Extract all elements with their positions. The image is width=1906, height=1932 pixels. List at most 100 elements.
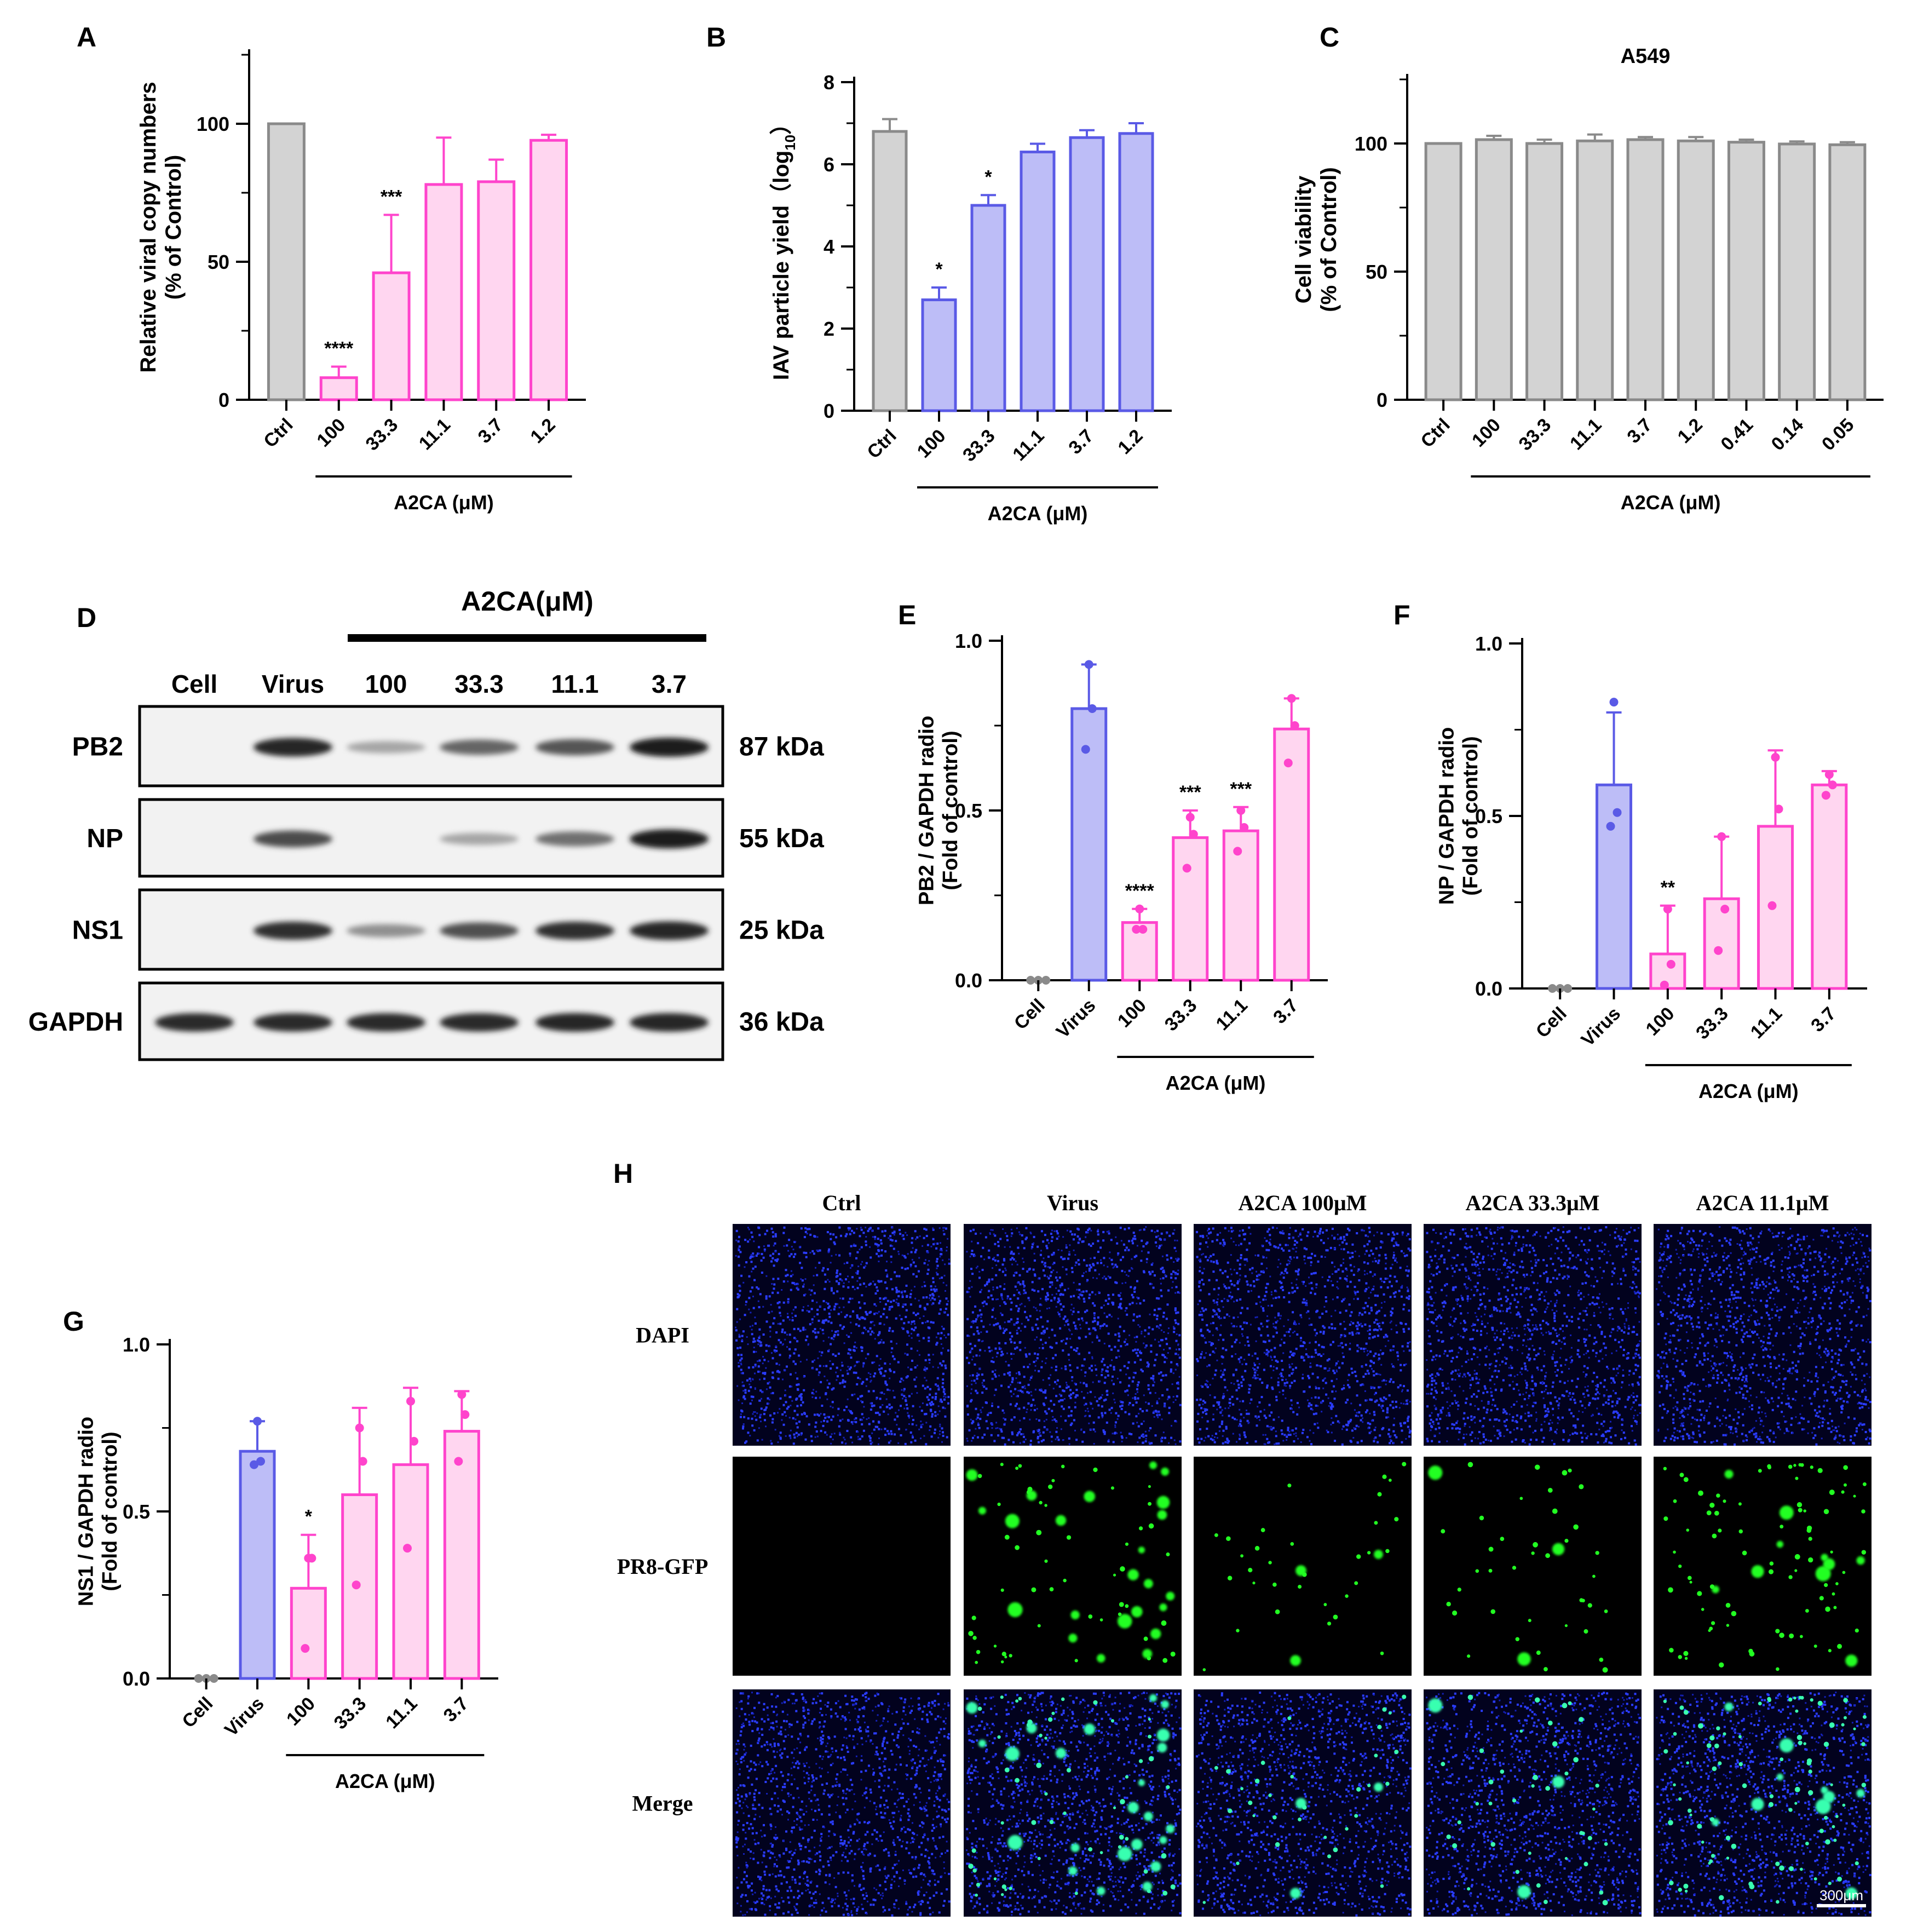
gfp-spot [1125,1604,1129,1608]
data-point [1236,806,1246,815]
gfp-spot [1302,1805,1307,1810]
gfp-spot [1819,1596,1824,1601]
gfp-spot [1536,1883,1541,1888]
gfp-spot [975,1893,978,1897]
gfp-spot [1290,1655,1301,1666]
gfp-spot [1789,1866,1794,1871]
bar-33.3 [1525,142,1564,401]
gfp-spot [1788,1697,1793,1702]
gfp-spot [1731,1611,1737,1617]
gfp-spot [1015,1545,1020,1550]
gfp-spot [1441,1529,1446,1534]
gfp-spot [972,1868,977,1873]
fluor-column-label: Ctrl [822,1191,861,1215]
gfp-spot [1161,1853,1167,1859]
kda-label: 36 kDa [739,1008,824,1037]
gfp-spot [1564,1856,1568,1860]
bar-11.1 [424,183,463,401]
fluor-tile [964,1224,1182,1446]
gfp-spot [1815,1798,1831,1814]
gfp-spot [1751,1798,1764,1811]
x-tick-label: 100 [313,415,349,451]
x-tick-label: Virus [1052,995,1100,1043]
x-tick-label: 33.3 [1515,415,1556,455]
gfp-spot [1382,1474,1387,1479]
gfp-spot [966,1469,978,1481]
gfp-spot [1793,1697,1796,1700]
gfp-spot [1333,1847,1338,1853]
x-tick-label: 0.05 [1818,415,1858,455]
gfp-spot [1490,1609,1496,1614]
gfp-spot [1061,1697,1065,1701]
gfp-spot [1512,1798,1517,1803]
gfp-spot [1202,1901,1206,1904]
dapi-nuclei [966,1227,1182,1446]
data-point [1189,830,1198,839]
gfp-spot [1825,1606,1830,1612]
x-tick-label: 11.1 [1566,415,1605,454]
panel-letter-d: D [77,602,96,633]
gfp-spot [1810,1465,1813,1469]
gfp-spot [975,1660,978,1664]
gfp-spot [1861,1783,1867,1787]
gfp-spot [1683,1883,1689,1889]
gfp-spot [1604,1842,1608,1846]
gfp-spot [1467,1887,1471,1891]
data-point [1548,984,1557,993]
gfp-spot [1290,1775,1294,1779]
gfp-spot [1668,1820,1673,1826]
gfp-spot [1323,1603,1327,1606]
fluorescence-panel: Ctrl Virus A2CA 100μM A2CA 33.3μM A2CA 11.1μ… [617,1191,1872,1917]
y-tick-label: 4 [824,235,834,258]
gfp-spot [1097,1654,1105,1663]
gfp-spot [1099,1851,1103,1854]
gfp-spot [1385,1781,1390,1786]
blot-texture [141,985,721,1058]
gfp-spot [1260,1761,1265,1765]
y-tick-label: 8 [824,71,834,94]
gfp-spot [1446,1834,1451,1839]
chart-panel-c: 0 50 100 A549 Cell viability(% of Control) Ct… [1292,45,1884,514]
gfp-spot [1748,1648,1753,1654]
scale-bar-label: 300μm [1819,1887,1863,1904]
blot-texture [141,801,721,875]
x-tick-label: 1.2 [1114,426,1147,458]
gfp-spot [1599,1657,1604,1662]
gfp-spot [1047,1484,1053,1490]
gfp-spot [1724,1469,1734,1479]
protein-label: NP [87,824,123,853]
gfp-spot [1697,1591,1702,1596]
gfp-spot [1709,1735,1715,1741]
gfp-spot [1051,1711,1055,1715]
gfp-spot [1515,1637,1519,1641]
fluor-tile [733,1224,951,1446]
gfp-spot [1712,1585,1719,1594]
x-tick-label: 3.7 [474,415,507,447]
gfp-spot [1856,1556,1865,1565]
protein-label: NS1 [72,916,123,945]
gfp-spot [1488,1568,1493,1573]
panel-letter-a: A [77,22,96,53]
y-axis-label: NP / GAPDH radio(Fold of control) [1435,727,1482,905]
gfp-spot [1716,1493,1720,1498]
gfp-spot [1009,1887,1012,1890]
gfp-spot [1345,1827,1349,1831]
gfp-spot [1275,1609,1280,1614]
x-tick-label: 100 [1468,415,1505,451]
gfp-spot [1545,1553,1550,1559]
gfp-spot [1385,1549,1390,1554]
gfp-spot [1382,1707,1387,1712]
gfp-spot [1007,1602,1023,1618]
gfp-spot [968,1864,974,1869]
gfp-spot [1709,1626,1713,1631]
gfp-spot [1066,1768,1072,1773]
gfp-spot [1581,1599,1585,1603]
gfp-spot [1552,1775,1565,1789]
gfp-spot [1843,1483,1847,1487]
gfp-spot [1758,1469,1762,1473]
gfp-spot [1832,1592,1835,1596]
gfp-spot [1687,1576,1692,1580]
data-point [1084,660,1093,669]
gfp-spot [1039,1500,1043,1505]
gfp-spot [1125,1775,1129,1779]
